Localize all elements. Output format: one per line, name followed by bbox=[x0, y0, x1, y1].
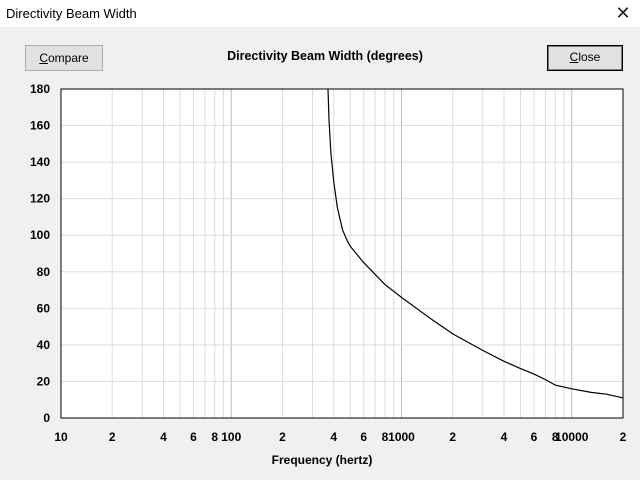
close-button[interactable]: Close bbox=[547, 45, 623, 71]
y-axis-ticks: 0 20 40 60 80 100 120 140 160 180 bbox=[30, 82, 50, 425]
x-tick-label: 1000 bbox=[388, 430, 415, 444]
x-tick-label: 8 bbox=[211, 430, 218, 444]
x-axis-title: Frequency (hertz) bbox=[272, 453, 373, 467]
x-tick-label: 6 bbox=[360, 430, 367, 444]
series-layer bbox=[327, 88, 624, 399]
x-tick-label: 10 bbox=[54, 430, 68, 444]
x-tick-label: 2 bbox=[109, 430, 116, 444]
x-tick-label: 2 bbox=[620, 430, 627, 444]
x-tick-label: 10000 bbox=[555, 430, 589, 444]
x-tick-label: 6 bbox=[190, 430, 197, 444]
plot-area bbox=[60, 88, 624, 419]
x-tick-label: 2 bbox=[279, 430, 286, 444]
x-tick-label: 6 bbox=[531, 430, 538, 444]
x-tick-label: 100 bbox=[221, 430, 241, 444]
y-tick-label: 120 bbox=[30, 192, 50, 206]
window-close-icon[interactable]: ✕ bbox=[615, 3, 631, 23]
y-tick-label: 80 bbox=[37, 265, 51, 279]
y-tick-label: 60 bbox=[37, 301, 51, 315]
y-tick-label: 100 bbox=[30, 228, 50, 242]
compare-mnemonic: C bbox=[39, 51, 48, 65]
y-tick-label: 0 bbox=[43, 411, 50, 425]
x-tick-label: 2 bbox=[449, 430, 456, 444]
compare-label: ompare bbox=[47, 51, 89, 65]
y-tick-label: 180 bbox=[30, 82, 50, 96]
y-tick-label: 40 bbox=[37, 338, 51, 352]
x-tick-label: 4 bbox=[330, 430, 337, 444]
x-tick-label: 8 bbox=[382, 430, 389, 444]
window-titlebar: Directivity Beam Width ✕ bbox=[0, 0, 640, 27]
x-tick-label: 4 bbox=[160, 430, 167, 444]
close-mnemonic: C bbox=[569, 50, 579, 64]
y-tick-label: 20 bbox=[37, 374, 51, 388]
beam-width-series-line bbox=[327, 88, 624, 399]
chart-title: Directivity Beam Width (degrees) bbox=[227, 49, 423, 63]
grid-lines bbox=[60, 88, 624, 419]
close-label: lose bbox=[578, 50, 601, 64]
x-tick-label: 4 bbox=[501, 430, 508, 444]
window-title: Directivity Beam Width bbox=[6, 6, 137, 21]
y-tick-label: 140 bbox=[30, 155, 50, 169]
compare-button[interactable]: Compare bbox=[25, 45, 103, 71]
plot-background bbox=[61, 89, 623, 418]
x-tick-label: 8 bbox=[552, 430, 559, 444]
y-tick-label: 160 bbox=[30, 119, 50, 133]
